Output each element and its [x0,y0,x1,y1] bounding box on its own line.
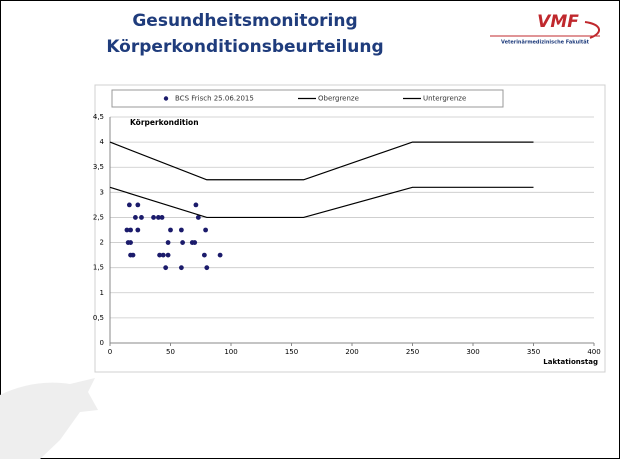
point [178,265,184,271]
y-tick-label: 2,5 [93,213,104,221]
point [178,227,184,233]
y-tick-label: 2 [100,239,104,247]
point [130,252,136,258]
point [160,252,166,258]
x-tick-label: 250 [406,348,419,356]
x-axis-label: Laktationstag [543,358,598,366]
point [128,227,133,233]
annotation: Körperkondition [130,118,199,127]
legend-label: Obergrenze [318,95,359,103]
point [180,240,186,245]
y-tick-label: 4 [100,138,105,146]
y-tick-label: 4,5 [93,113,104,121]
watermark [0,378,98,459]
legend-label: BCS Frisch 25.06.2015 [175,95,254,103]
slide-title: Gesundheitsmonitoring [132,11,357,31]
chart-frame [94,84,606,373]
x-tick-label: 200 [345,348,358,356]
point [165,240,171,245]
slide-title: Körperkonditionsbeurteilung [106,37,383,57]
y-tick-label: 0 [100,339,104,347]
x-tick-label: 350 [527,348,540,356]
x-tick-label: 400 [587,348,600,356]
point [135,227,141,233]
point [151,215,156,220]
legend-label: Untergrenze [423,95,466,103]
x-tick-label: 300 [466,348,479,356]
point [139,215,144,220]
point [192,240,198,245]
limit-line [109,186,534,219]
legend-marker [163,96,169,101]
logo-sub: Veterinärmedizinische Fakultät [501,40,590,46]
point [126,202,132,208]
point [128,240,133,245]
point [133,215,138,220]
point [195,215,201,220]
point [168,227,173,233]
point [193,202,199,208]
y-tick-label: 1 [100,289,104,297]
point [201,252,207,258]
x-tick-label: 0 [108,348,112,356]
logo: VMF [537,12,579,32]
x-tick-label: 50 [166,348,175,356]
point [204,265,210,271]
point [165,252,171,258]
point [163,265,169,271]
point [217,252,223,258]
x-tick-label: 100 [224,348,237,356]
point [124,227,130,233]
y-tick-label: 3 [100,188,104,196]
point [156,215,161,220]
point [157,252,163,258]
point [159,215,165,220]
y-tick-label: 3,5 [93,163,104,171]
x-tick-label: 150 [285,348,298,356]
point [135,202,141,208]
y-tick-label: 1,5 [93,264,104,272]
point [203,227,208,233]
limit-line [109,141,534,181]
y-tick-label: 0,5 [93,314,104,322]
